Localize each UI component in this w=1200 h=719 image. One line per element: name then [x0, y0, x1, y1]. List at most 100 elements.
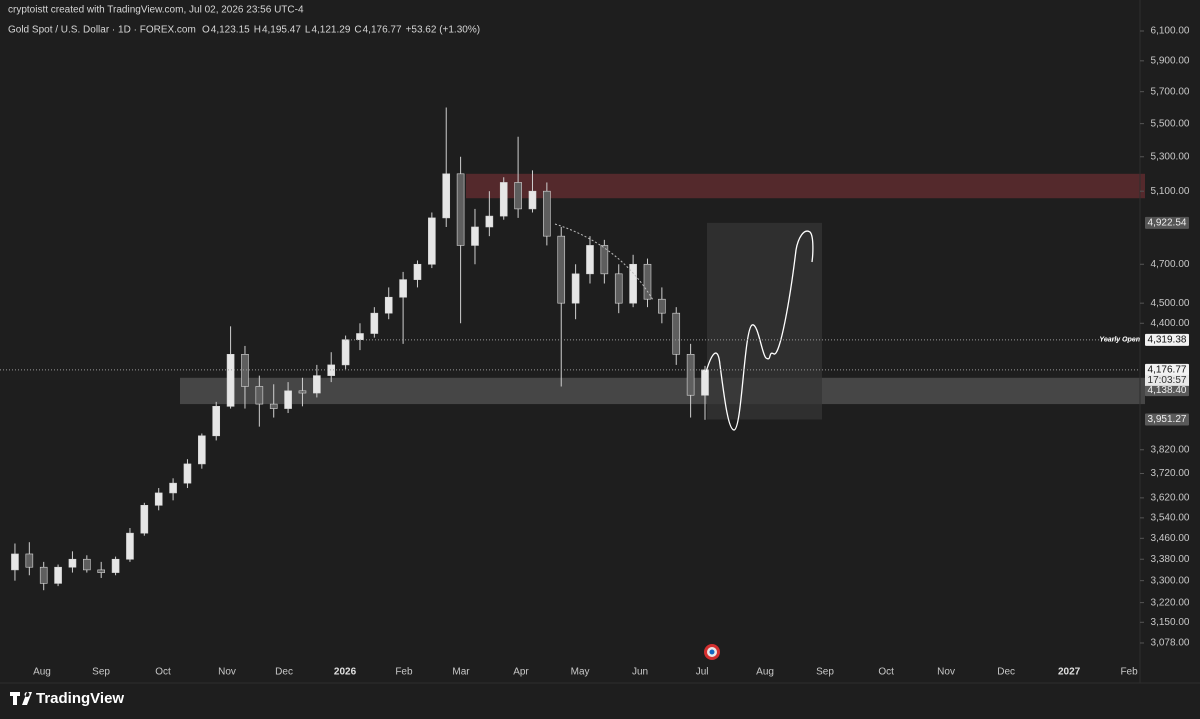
y-tick-label: 3,820.00 — [1151, 444, 1190, 455]
x-tick-label: Jul — [696, 667, 709, 678]
candle-body — [499, 182, 508, 217]
y-tick-label: 5,900.00 — [1151, 55, 1190, 66]
x-tick-label: Oct — [878, 667, 894, 678]
candle-body — [341, 339, 350, 366]
candle-body — [356, 333, 364, 340]
ohlc-key: H — [254, 25, 261, 36]
y-tick-label: 3,150.00 — [1151, 617, 1190, 628]
candle-body — [11, 553, 19, 571]
candle-body — [399, 279, 407, 298]
candle-body — [471, 226, 479, 246]
candle-body — [543, 190, 551, 237]
price-label: 4,138.40 — [1148, 385, 1187, 396]
y-tick-label: 3,380.00 — [1151, 554, 1190, 565]
price-label-box — [1145, 413, 1189, 426]
events-icon — [704, 644, 720, 660]
candle-body — [284, 390, 292, 409]
candle-body — [97, 569, 106, 573]
candle-body — [686, 354, 695, 396]
x-tick-label: Sep — [92, 667, 110, 678]
candle-body — [313, 375, 321, 394]
price-label: 4,319.38 — [1148, 334, 1187, 345]
x-tick-label: Sep — [816, 667, 834, 678]
candle-body — [586, 245, 594, 275]
candle-body — [269, 403, 278, 409]
candle-body — [126, 532, 134, 560]
zone — [466, 173, 1145, 199]
x-tick-label: Aug — [756, 667, 774, 678]
ohlc-value: 4,123.15 — [211, 25, 250, 36]
ohlc-legend: O 4,123.15 H 4,195.47 L 4,121.29 C 4,176.77 +53.… — [202, 25, 480, 36]
candle-body — [39, 566, 48, 584]
symbol: Gold Spot / U.S. Dollar · 1D · FOREX.com — [8, 25, 196, 36]
price-label: 3,951.27 — [1148, 414, 1187, 425]
candle-body — [456, 173, 465, 246]
candle-body — [658, 298, 666, 314]
candle-body — [485, 215, 494, 228]
ohlc-value: 4,176.77 — [363, 25, 402, 36]
candle-body — [672, 312, 681, 355]
candle-body — [528, 190, 537, 210]
candle-body — [600, 245, 609, 275]
countdown-box — [1145, 374, 1189, 386]
candle-body — [255, 386, 264, 405]
y-tick-label: 4,500.00 — [1151, 298, 1190, 309]
candle-body — [614, 273, 623, 304]
price-label-box — [1145, 333, 1189, 346]
brand: TradingView — [10, 690, 124, 707]
price-label-box — [1145, 384, 1189, 397]
x-tick-label: Dec — [275, 667, 293, 678]
candle-body — [571, 273, 580, 304]
zone — [707, 222, 822, 420]
x-tick-label: Nov — [937, 667, 955, 678]
candle-body — [241, 354, 249, 387]
y-tick-label: 3,220.00 — [1151, 597, 1190, 608]
x-tick-label: Mar — [452, 667, 470, 678]
candle-body — [298, 390, 307, 394]
ohlc-value: 4,195.47 — [262, 25, 301, 36]
change: +53.62 (+1.30%) — [406, 25, 481, 36]
zones — [180, 173, 1145, 420]
price-label: 4,176.77 — [1148, 365, 1187, 376]
x-tick-label: Feb — [1120, 667, 1138, 678]
y-tick-label: 3,620.00 — [1151, 493, 1190, 504]
x-tick-label: Jun — [632, 667, 648, 678]
x-tick-label: Apr — [513, 667, 529, 678]
x-tick-label: Dec — [997, 667, 1015, 678]
candle-body — [212, 406, 221, 437]
candle-body — [111, 558, 120, 573]
plot — [11, 107, 709, 591]
y-tick-label: 4,700.00 — [1151, 259, 1190, 270]
x-tick-label: May — [571, 667, 590, 678]
candle-body — [442, 173, 451, 219]
candle-body — [384, 296, 393, 314]
candle-body — [226, 354, 235, 407]
candle-body — [557, 235, 566, 304]
x-tick-label: 2027 — [1058, 667, 1081, 678]
y-tick-label: 5,500.00 — [1151, 118, 1190, 129]
candle-body — [169, 482, 177, 494]
x-tick-label: Nov — [218, 667, 236, 678]
arc-drawing — [554, 223, 654, 301]
candle-body — [25, 553, 34, 568]
candle-body — [643, 263, 652, 300]
candle-body — [701, 369, 709, 396]
y-tick-label: 4,400.00 — [1151, 318, 1190, 329]
y-tick-label: 6,100.00 — [1151, 26, 1190, 37]
candle-body — [428, 217, 436, 265]
y-tick-label: 3,540.00 — [1151, 512, 1190, 523]
y-tick-label: 3,720.00 — [1151, 468, 1190, 479]
zone — [180, 377, 1145, 405]
candle-body — [413, 263, 422, 280]
candle-body — [154, 492, 163, 506]
candle-body — [629, 263, 637, 304]
candle-body — [54, 566, 62, 584]
yearly-open-label: Yearly Open — [1099, 337, 1140, 344]
price-label-box — [1145, 363, 1189, 376]
candle-body — [370, 312, 379, 334]
ohlc-key: O — [202, 25, 210, 36]
candle-body — [68, 558, 77, 568]
candle-body — [198, 435, 206, 465]
